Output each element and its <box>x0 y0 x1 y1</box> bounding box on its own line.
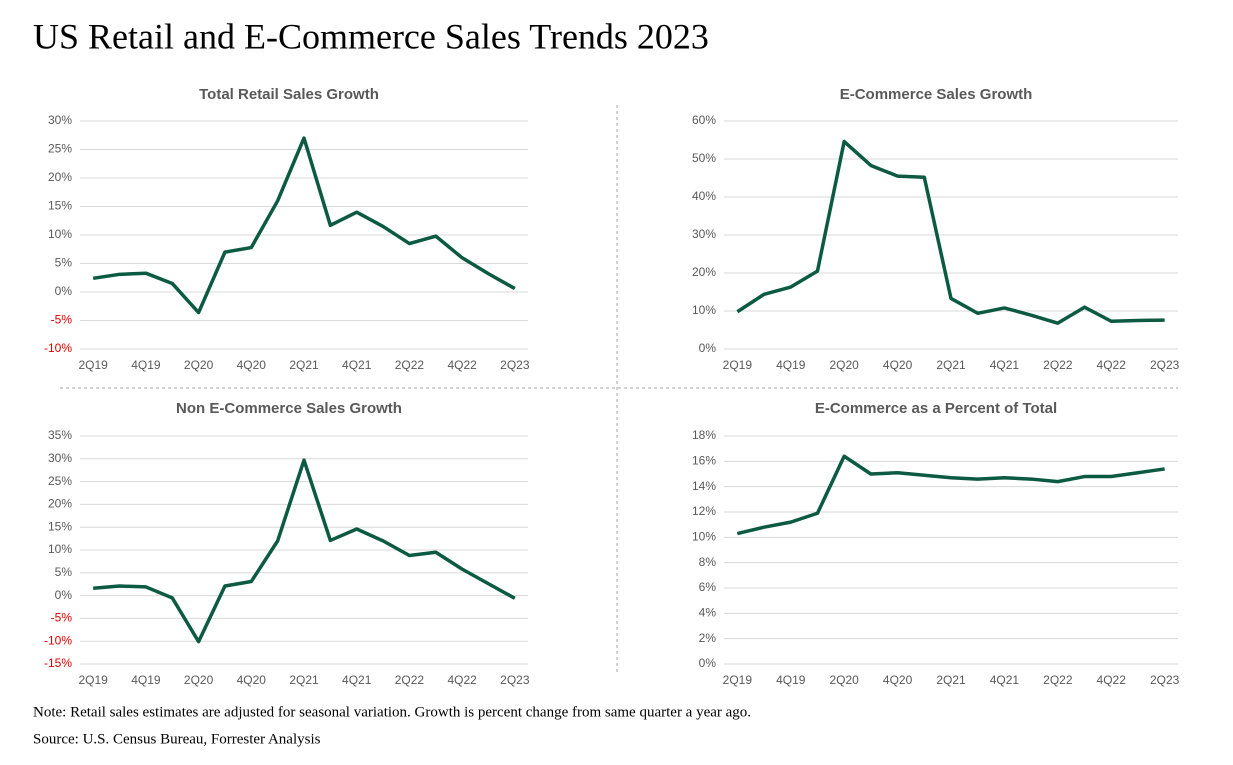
y-tick-label: 35% <box>48 428 72 442</box>
y-tick-label: 20% <box>692 265 716 279</box>
y-tick-label: 10% <box>692 530 716 544</box>
y-tick-label: 10% <box>48 542 72 556</box>
line <box>736 139 1165 325</box>
y-tick-label: 10% <box>692 303 716 317</box>
y-tick-label: 12% <box>692 504 716 518</box>
y-tick-label: 16% <box>692 454 716 468</box>
y-tick-label: 25% <box>48 142 72 156</box>
y-tick-label: 10% <box>48 227 72 241</box>
y-tick-label: 30% <box>48 451 72 465</box>
y-tick-label: 15% <box>48 199 72 213</box>
x-tick-label: 4Q20 <box>883 673 913 687</box>
x-tick-label: 2Q22 <box>1043 673 1073 687</box>
x-tick-label: 2Q20 <box>184 673 214 687</box>
line <box>92 136 516 315</box>
x-tick-label: 2Q21 <box>936 358 966 372</box>
y-tick-label: 2% <box>699 631 717 645</box>
y-tick-label: 20% <box>48 170 72 184</box>
y-tick-label: 60% <box>692 113 716 127</box>
x-tick-label: 4Q19 <box>776 358 806 372</box>
x-tick-label: 4Q22 <box>1097 673 1127 687</box>
y-tick-label: -5% <box>51 611 73 625</box>
x-tick-label: 2Q20 <box>829 673 859 687</box>
source: Source: U.S. Census Bureau, Forrester An… <box>33 731 321 747</box>
y-tick-label: 30% <box>48 113 72 127</box>
y-tick-label: 0% <box>699 656 717 670</box>
line <box>93 458 516 644</box>
x-tick-label: 2Q19 <box>78 673 108 687</box>
y-tick-label: 6% <box>699 580 717 594</box>
chart-title: Total Retail Sales Growth <box>199 86 379 103</box>
x-tick-label: 2Q21 <box>289 358 319 372</box>
note: Note: Retail sales estimates are adjuste… <box>33 704 751 720</box>
chart-title: E-Commerce as a Percent of Total <box>815 400 1057 417</box>
y-tick-label: 18% <box>692 428 716 442</box>
y-tick-label: -10% <box>44 633 72 647</box>
y-tick-label: 50% <box>692 151 716 165</box>
x-tick-label: 2Q23 <box>500 358 530 372</box>
y-tick-label: 25% <box>48 474 72 488</box>
y-tick-label: -10% <box>44 341 72 355</box>
y-tick-label: 5% <box>55 565 73 579</box>
x-tick-label: 4Q21 <box>342 673 372 687</box>
y-tick-label: 5% <box>55 256 73 270</box>
x-tick-label: 2Q22 <box>1043 358 1073 372</box>
x-tick-label: 2Q19 <box>78 358 108 372</box>
line <box>736 454 1165 536</box>
chart-title: E-Commerce Sales Growth <box>840 86 1033 103</box>
x-tick-label: 2Q20 <box>184 358 214 372</box>
x-tick-label: 4Q20 <box>883 358 913 372</box>
x-tick-label: 4Q20 <box>237 673 267 687</box>
x-tick-label: 4Q19 <box>131 358 161 372</box>
x-tick-label: 2Q22 <box>395 673 425 687</box>
y-tick-label: 8% <box>699 555 717 569</box>
x-tick-label: 4Q22 <box>1097 358 1127 372</box>
y-tick-label: 4% <box>699 606 717 620</box>
y-tick-label: 0% <box>55 588 73 602</box>
x-tick-label: 2Q23 <box>1150 358 1180 372</box>
y-tick-label: 30% <box>692 227 716 241</box>
y-tick-label: -5% <box>51 313 73 327</box>
y-tick-label: 14% <box>692 479 716 493</box>
y-tick-label: -15% <box>44 656 72 670</box>
y-tick-label: 0% <box>699 341 717 355</box>
x-tick-label: 2Q19 <box>723 673 753 687</box>
y-tick-label: 40% <box>692 189 716 203</box>
x-tick-label: 2Q23 <box>500 673 530 687</box>
y-tick-label: 0% <box>55 284 73 298</box>
page-title: US Retail and E-Commerce Sales Trends 20… <box>33 16 709 56</box>
chart-title: Non E-Commerce Sales Growth <box>176 400 402 417</box>
x-tick-label: 4Q19 <box>131 673 161 687</box>
x-tick-label: 2Q23 <box>1150 673 1180 687</box>
x-tick-label: 4Q22 <box>447 358 477 372</box>
x-tick-label: 2Q22 <box>395 358 425 372</box>
x-tick-label: 2Q19 <box>723 358 753 372</box>
x-tick-label: 2Q21 <box>936 673 966 687</box>
x-tick-label: 4Q20 <box>237 358 267 372</box>
x-tick-label: 4Q21 <box>990 673 1020 687</box>
y-tick-label: 15% <box>48 519 72 533</box>
x-tick-label: 2Q21 <box>289 673 319 687</box>
x-tick-label: 4Q19 <box>776 673 806 687</box>
x-tick-label: 4Q21 <box>342 358 372 372</box>
x-tick-label: 4Q21 <box>990 358 1020 372</box>
x-tick-label: 4Q22 <box>447 673 477 687</box>
y-tick-label: 20% <box>48 497 72 511</box>
x-tick-label: 2Q20 <box>829 358 859 372</box>
